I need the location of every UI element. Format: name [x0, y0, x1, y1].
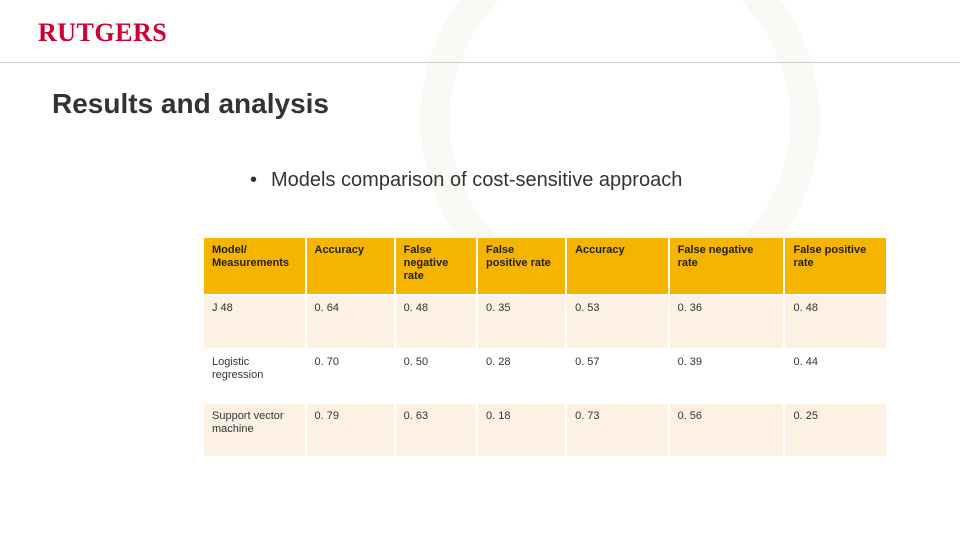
table-header-row: Model/ Measurements Accuracy False negat…: [204, 238, 886, 294]
cell: 0. 70: [307, 350, 394, 402]
col-header: Accuracy: [307, 238, 394, 294]
page-title: Results and analysis: [52, 88, 329, 120]
cell: 0. 73: [567, 404, 668, 456]
cell: 0. 25: [785, 404, 886, 456]
cell: 0. 28: [478, 350, 565, 402]
col-header: False positive rate: [785, 238, 886, 294]
brand-name: RUTGERS: [38, 18, 167, 48]
cell: 0. 64: [307, 296, 394, 348]
cell: 0. 57: [567, 350, 668, 402]
cell: 0. 79: [307, 404, 394, 456]
table-row: Support vector machine 0. 79 0. 63 0. 18…: [204, 404, 886, 456]
row-label: J 48: [204, 296, 305, 348]
col-header: False negative rate: [670, 238, 784, 294]
cell: 0. 63: [396, 404, 476, 456]
cell: 0. 18: [478, 404, 565, 456]
comparison-table: Model/ Measurements Accuracy False negat…: [202, 236, 888, 458]
cell: 0. 56: [670, 404, 784, 456]
cell: 0. 36: [670, 296, 784, 348]
col-header: Accuracy: [567, 238, 668, 294]
cell: 0. 48: [785, 296, 886, 348]
cell: 0. 35: [478, 296, 565, 348]
cell: 0. 50: [396, 350, 476, 402]
table-row: J 48 0. 64 0. 48 0. 35 0. 53 0. 36 0. 48: [204, 296, 886, 348]
cell: 0. 53: [567, 296, 668, 348]
col-header: Model/ Measurements: [204, 238, 305, 294]
bullet-dot-icon: •: [250, 168, 257, 192]
bullet-item: • Models comparison of cost-sensitive ap…: [250, 168, 682, 192]
col-header: False negative rate: [396, 238, 476, 294]
col-header: False positive rate: [478, 238, 565, 294]
table: Model/ Measurements Accuracy False negat…: [202, 236, 888, 458]
row-label: Support vector machine: [204, 404, 305, 456]
row-label: Logistic regression: [204, 350, 305, 402]
cell: 0. 48: [396, 296, 476, 348]
cell: 0. 39: [670, 350, 784, 402]
bullet-text: Models comparison of cost-sensitive appr…: [271, 168, 682, 192]
brand-logo: RUTGERS: [38, 18, 167, 48]
table-row: Logistic regression 0. 70 0. 50 0. 28 0.…: [204, 350, 886, 402]
header-divider: [0, 62, 960, 63]
cell: 0. 44: [785, 350, 886, 402]
